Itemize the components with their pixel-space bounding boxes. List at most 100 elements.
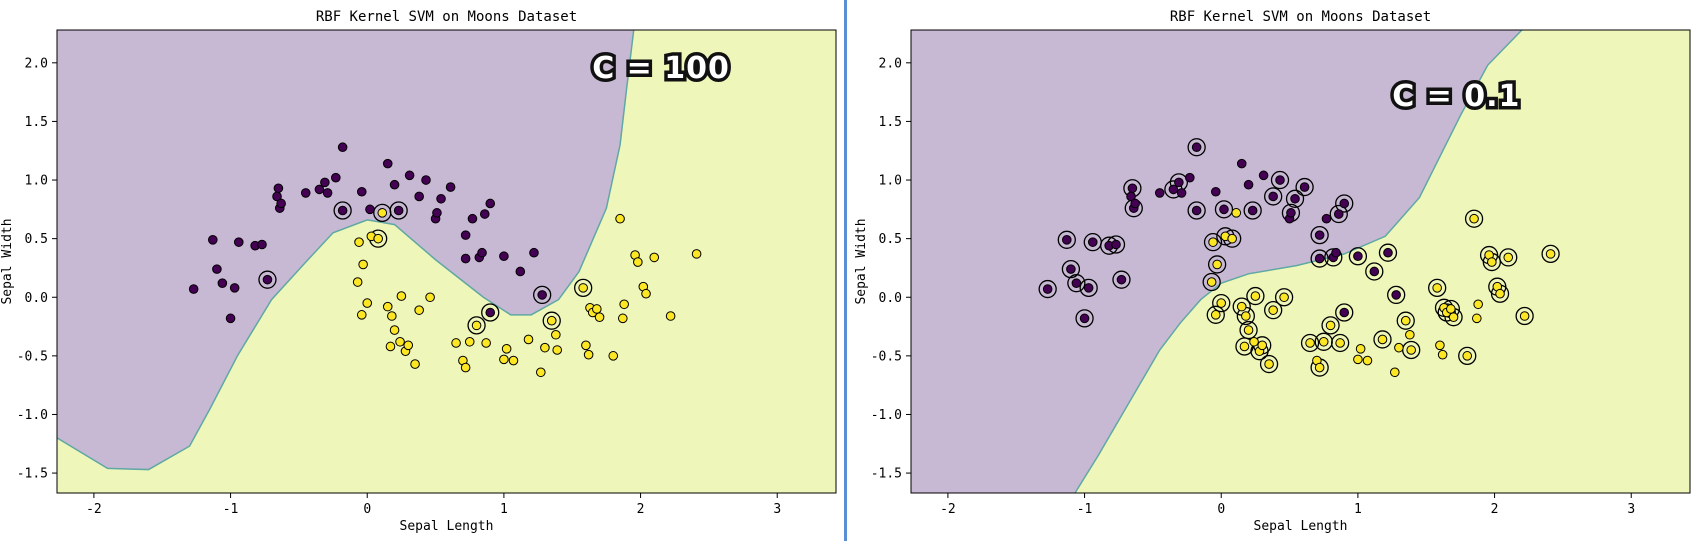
data-point-class0 [485, 307, 496, 318]
y-tick-label: 1.0 [879, 174, 902, 189]
data-point-class0 [1314, 230, 1325, 240]
data-point-class1 [358, 259, 368, 270]
support-vector-marker [467, 316, 486, 335]
data-point-class1 [1268, 305, 1278, 315]
support-vector-marker [1057, 230, 1076, 249]
data-point-class1 [1206, 277, 1217, 287]
data-point-class0 [273, 183, 284, 194]
data-point-class1 [1519, 311, 1530, 321]
data-point-class1 [691, 249, 702, 259]
y-tick-label: -0.5 [871, 349, 902, 364]
support-vector-marker [1310, 225, 1329, 245]
support-vector-marker [258, 270, 277, 289]
data-point-class1 [581, 340, 591, 351]
c-value-annotation: C = 0.1 [1392, 79, 1520, 114]
data-point-class1 [1305, 338, 1315, 348]
support-vector-marker [1214, 200, 1234, 219]
y-axis-label: Sepal Width [0, 218, 15, 304]
data-point-class1 [1335, 338, 1345, 348]
support-vector-marker [1285, 189, 1305, 208]
data-point-class1 [1495, 288, 1505, 299]
data-point-class1 [1216, 298, 1227, 308]
data-point-class1 [1432, 283, 1442, 293]
support-vector-marker [1206, 305, 1225, 324]
data-point-class1 [578, 283, 588, 293]
data-point-class1 [546, 315, 557, 326]
support-vector-marker [1310, 249, 1329, 268]
data-point-class0 [1168, 184, 1179, 195]
data-point-class0 [1154, 188, 1165, 198]
data-point-class1 [1314, 362, 1325, 373]
support-vector-marker [1378, 243, 1398, 262]
data-point-class1 [1545, 249, 1556, 259]
data-point-class1 [1264, 359, 1274, 369]
data-point-class1 [389, 325, 400, 335]
x-tick-label: 1 [500, 502, 508, 517]
data-point-class1 [1394, 342, 1404, 353]
data-point-class0 [314, 184, 325, 195]
data-point-class0 [1247, 205, 1258, 216]
data-point-class0 [479, 209, 490, 219]
y-tick-label: 0.0 [879, 291, 902, 306]
data-point-class0 [1066, 264, 1076, 274]
data-point-class1 [1472, 313, 1482, 324]
data-point-class0 [1116, 274, 1127, 285]
support-vector-marker [1365, 262, 1384, 281]
support-vector-marker [333, 201, 352, 220]
support-vector-marker [1239, 320, 1258, 340]
data-point-class0 [1258, 170, 1269, 181]
data-point-class0 [1290, 193, 1300, 204]
x-tick-label: 0 [1217, 502, 1225, 517]
support-vector-marker [1330, 333, 1350, 353]
data-point-class0 [1127, 183, 1138, 194]
support-vector-marker [1212, 293, 1231, 313]
data-point-class0 [1071, 278, 1082, 288]
data-point-class0 [1339, 307, 1350, 318]
y-tick-label: 1.0 [25, 174, 48, 189]
data-point-class1 [649, 252, 660, 263]
support-vector-marker [1187, 201, 1206, 220]
data-point-class0 [1219, 204, 1229, 215]
support-vector-marker [1187, 138, 1206, 157]
x-tick-label: -2 [86, 502, 102, 517]
support-vector-marker [1295, 177, 1314, 197]
decision-region-class0 [57, 30, 634, 470]
data-point-class1 [410, 359, 420, 369]
support-vector-marker [481, 303, 500, 322]
support-vector-marker [1264, 187, 1283, 206]
data-point-class1 [615, 213, 625, 224]
data-point-class1 [387, 311, 397, 321]
support-vector-marker [1079, 278, 1098, 298]
data-point-class1 [1405, 329, 1415, 340]
support-vector-marker [1270, 170, 1290, 190]
support-vector-marker [1038, 279, 1057, 299]
data-point-class0 [445, 182, 456, 192]
data-point-class1 [618, 313, 628, 324]
data-point-class0 [1331, 247, 1341, 258]
data-point-class1 [594, 312, 605, 322]
data-point-class0 [225, 313, 236, 324]
x-tick-label: 2 [1491, 502, 1499, 517]
chart-title: RBF Kernel SVM on Moons Dataset [316, 9, 577, 25]
data-point-class0 [1185, 172, 1195, 183]
support-vector-marker [1458, 346, 1477, 366]
data-point-class1 [425, 292, 435, 303]
plot-frame [910, 29, 1691, 494]
data-point-class1 [1210, 310, 1221, 320]
support-vector-marker [1396, 311, 1415, 330]
x-tick-label: 3 [1627, 502, 1635, 517]
data-point-class1 [377, 208, 388, 218]
data-point-class0 [1275, 175, 1285, 185]
data-point-class1 [1241, 311, 1251, 321]
data-point-class1 [1503, 252, 1514, 263]
data-point-class1 [1400, 315, 1411, 326]
x-axis-label: Sepal Length [400, 519, 494, 534]
data-point-class1 [1208, 237, 1218, 247]
data-point-class1 [592, 304, 602, 314]
data-point-class0 [276, 198, 286, 209]
data-point-class0 [1243, 179, 1254, 190]
data-point-class0 [537, 290, 547, 300]
data-point-class0 [322, 188, 333, 198]
support-vector-marker [1300, 333, 1320, 353]
